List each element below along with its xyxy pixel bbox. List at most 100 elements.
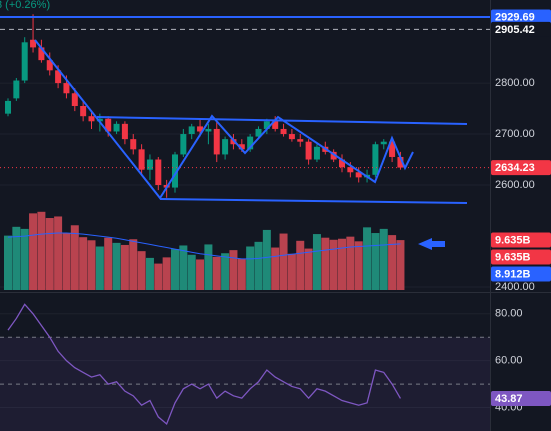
- volume-bar: [204, 244, 213, 290]
- price-label: 2634.23: [495, 162, 535, 174]
- candle-body: [21, 42, 28, 81]
- y-tick-label: 2600.00: [495, 179, 535, 191]
- volume-bar: [29, 213, 38, 290]
- zigzag: [34, 39, 414, 200]
- volume-bar: [237, 258, 246, 290]
- volume-bar: [137, 251, 146, 290]
- volume-bar: [95, 246, 104, 290]
- volume-label-box: [491, 232, 551, 248]
- volume-bar: [196, 259, 205, 290]
- volume-label-box: [491, 266, 551, 282]
- candle-body: [138, 149, 145, 170]
- volume-ma: [7, 232, 401, 260]
- volume-bar: [396, 240, 405, 290]
- volume-bar: [112, 242, 121, 290]
- volume-bar: [187, 254, 196, 290]
- volume-bar: [221, 253, 230, 290]
- arrow: [418, 238, 445, 250]
- volume-bar: [246, 246, 255, 290]
- volume-bar: [54, 216, 63, 290]
- volume-bar: [229, 250, 238, 290]
- volume-label: 9.635B: [495, 234, 531, 246]
- candle-body: [230, 139, 237, 145]
- volume-bar: [312, 234, 321, 290]
- candle-body: [247, 136, 254, 150]
- volume-bar: [254, 241, 263, 290]
- volume-bar: [363, 227, 372, 290]
- candle-body: [188, 126, 195, 135]
- candle-body: [180, 134, 187, 155]
- candle-body: [197, 126, 204, 132]
- volume-bar: [262, 229, 271, 290]
- rsi-pane: [0, 303, 490, 426]
- volume-pane: [4, 211, 405, 290]
- candle-body: [372, 144, 379, 175]
- candle-body: [397, 156, 404, 168]
- candle-body: [30, 39, 37, 48]
- volume-bar: [154, 263, 163, 290]
- candle-body: [96, 118, 103, 122]
- candle-body: [172, 154, 178, 188]
- volume-bar: [162, 257, 171, 290]
- volume-bar: [79, 237, 88, 290]
- volume-label: 8.912B: [495, 268, 531, 280]
- y-tick-label: 60.00: [495, 355, 523, 367]
- candle-body: [280, 128, 287, 135]
- candle-body: [355, 172, 362, 178]
- candle-body: [105, 118, 112, 132]
- candle-body: [263, 121, 270, 129]
- price-label: 2929.69: [495, 11, 535, 23]
- y-tick-label: 80.00: [495, 308, 523, 320]
- candle-body: [238, 144, 245, 150]
- candle-body: [155, 159, 162, 186]
- volume-label: 9.635B: [495, 251, 531, 263]
- volume-bar: [371, 233, 380, 290]
- candle-body: [255, 128, 262, 137]
- candle-body: [389, 141, 396, 157]
- volume-bar: [304, 248, 313, 290]
- candle-body: [13, 80, 20, 99]
- volume-bar: [45, 218, 54, 290]
- candle-body: [121, 123, 128, 140]
- drawings: [34, 39, 468, 250]
- candle-body: [88, 116, 95, 122]
- candle-body: [330, 151, 337, 160]
- volume-bar: [388, 235, 397, 290]
- candle-body: [313, 146, 320, 160]
- candle-body: [297, 139, 304, 142]
- candle-body: [63, 83, 70, 94]
- candle-body: [5, 100, 11, 114]
- volume-bar: [287, 253, 296, 290]
- volume-bar: [171, 249, 179, 290]
- candle-body: [205, 128, 212, 132]
- candle-body: [146, 159, 153, 170]
- price-axis: 2800.00 2700.00 2600.00 2400.00 2929.692905.…: [491, 9, 551, 413]
- channel-bottom: [159, 198, 468, 204]
- rsi-last-label: 43.87: [495, 393, 523, 405]
- price-pane: [0, 14, 490, 198]
- volume-bar: [212, 256, 221, 290]
- candle-body: [130, 139, 137, 150]
- volume-bar: [129, 239, 138, 290]
- volume-bar: [70, 225, 79, 290]
- price-label-box: [491, 9, 551, 25]
- candle-body: [347, 167, 354, 173]
- volume-bar: [354, 241, 363, 290]
- volume-bar: [271, 247, 280, 290]
- volume-bar: [4, 235, 12, 290]
- candle-body: [222, 139, 229, 155]
- candle-body: [380, 141, 387, 145]
- candle-body: [272, 121, 279, 129]
- volume-bar: [329, 239, 338, 290]
- volume-bar: [120, 244, 129, 290]
- candle-body: [38, 47, 45, 61]
- change-label: 3 (+0.26%): [0, 0, 50, 11]
- volume-bar: [179, 245, 188, 290]
- volume-bar: [87, 240, 96, 290]
- volume-bar: [321, 237, 330, 290]
- candle-body: [213, 128, 220, 155]
- volume-bar: [296, 240, 305, 290]
- candle-body: [288, 134, 295, 140]
- price-label: 2905.42: [495, 24, 535, 36]
